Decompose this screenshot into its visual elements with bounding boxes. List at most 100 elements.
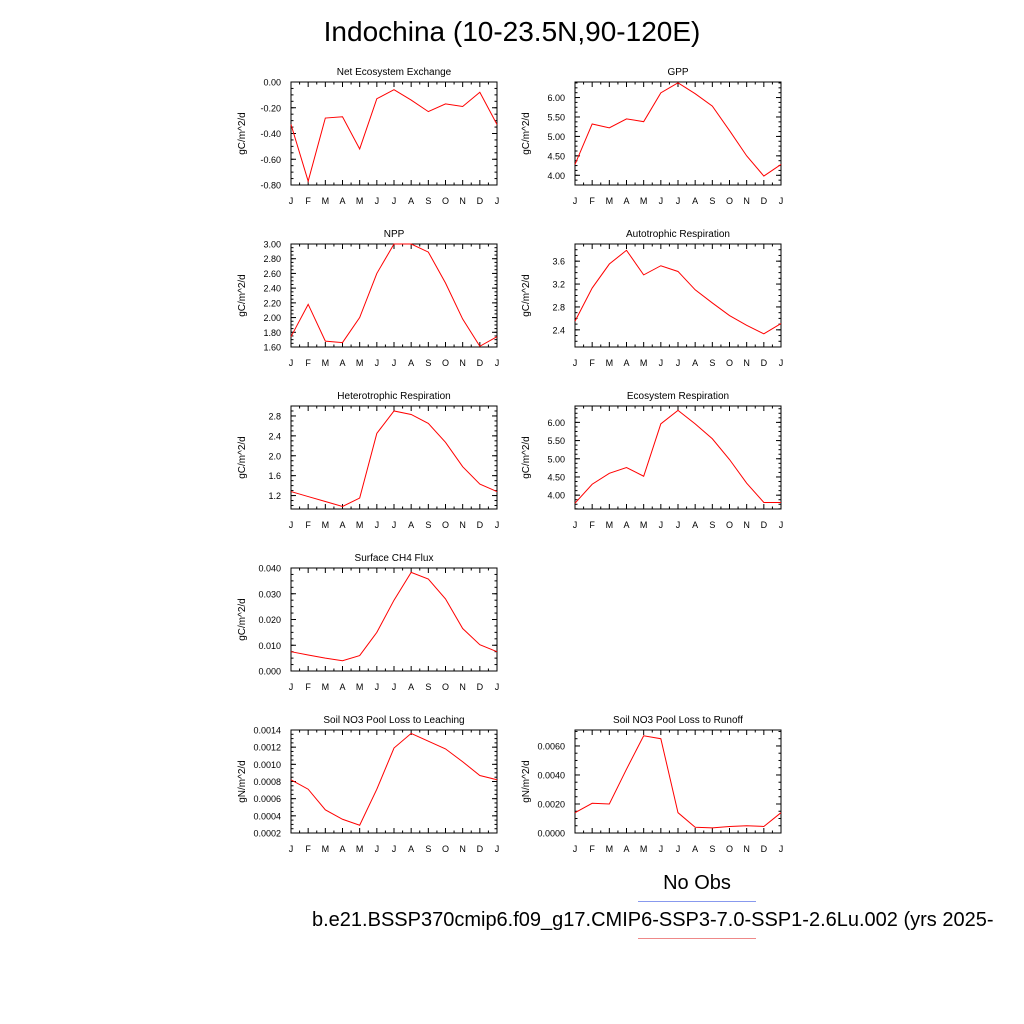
y-axis-label: gC/m^2/d — [237, 112, 248, 155]
x-tick-label: M — [356, 196, 364, 206]
y-axis-label: gC/m^2/d — [521, 274, 532, 317]
y-tick-label: 0.0014 — [253, 726, 281, 736]
x-tick-label: A — [408, 520, 414, 530]
chart-title: Soil NO3 Pool Loss to Runoff — [613, 715, 743, 726]
x-tick-label: D — [477, 682, 484, 692]
y-tick-label: 1.60 — [263, 343, 281, 353]
x-tick-label: J — [289, 844, 294, 854]
x-tick-label: J — [779, 358, 784, 368]
y-tick-label: 5.50 — [547, 436, 565, 446]
chart-title: Surface CH4 Flux — [355, 553, 434, 564]
x-tick-label: N — [459, 682, 466, 692]
x-tick-label: J — [495, 520, 500, 530]
series-line — [290, 571, 498, 662]
x-tick-label: S — [709, 520, 715, 530]
x-tick-label: M — [606, 520, 614, 530]
y-tick-label: 0.030 — [258, 589, 281, 599]
plot-frame — [574, 729, 782, 834]
page-title: Indochina (10-23.5N,90-120E) — [323, 16, 701, 47]
x-tick-label: J — [659, 358, 664, 368]
x-tick-label: M — [606, 358, 614, 368]
y-tick-label: 4.50 — [547, 151, 565, 161]
x-tick-label: M — [356, 520, 364, 530]
plot-frame — [290, 729, 498, 834]
y-tick-label: 0.020 — [258, 615, 281, 625]
y-axis-label: gN/m^2/d — [521, 760, 532, 803]
x-tick-label: O — [442, 196, 449, 206]
x-tick-label: F — [305, 196, 311, 206]
x-tick-label: J — [375, 844, 380, 854]
x-tick-label: J — [573, 196, 578, 206]
chart-panel: Soil NO3 Pool Loss to Leaching gN/m^2/d J F… — [237, 715, 499, 854]
series-line — [290, 243, 498, 347]
y-axis-label: gC/m^2/d — [521, 436, 532, 479]
x-tick-label: F — [305, 844, 311, 854]
x-tick-label: N — [743, 358, 750, 368]
x-tick-label: J — [779, 520, 784, 530]
series-line — [290, 732, 498, 826]
x-tick-label: O — [442, 520, 449, 530]
x-tick-label: N — [459, 844, 466, 854]
legend-model-line — [638, 938, 756, 939]
y-tick-label: 5.00 — [547, 132, 565, 142]
x-tick-label: F — [589, 196, 595, 206]
y-tick-label: 4.00 — [547, 171, 565, 181]
y-tick-label: 0.0004 — [253, 811, 281, 821]
chart-title: NPP — [384, 229, 405, 240]
x-tick-label: F — [589, 520, 595, 530]
y-axis-label: gC/m^2/d — [521, 112, 532, 155]
x-tick-label: M — [640, 196, 648, 206]
x-tick-label: N — [459, 520, 466, 530]
plot-frame — [574, 243, 782, 348]
plot-frame — [290, 405, 498, 510]
x-tick-label: M — [356, 358, 364, 368]
x-tick-label: F — [589, 844, 595, 854]
x-tick-label: J — [676, 358, 681, 368]
x-tick-label: S — [709, 844, 715, 854]
x-tick-label: S — [709, 196, 715, 206]
x-tick-label: O — [726, 196, 733, 206]
x-tick-label: J — [659, 520, 664, 530]
y-tick-label: 4.50 — [547, 472, 565, 482]
x-tick-label: A — [408, 682, 414, 692]
x-tick-label: J — [375, 358, 380, 368]
x-tick-label: M — [640, 358, 648, 368]
x-tick-label: F — [589, 358, 595, 368]
x-tick-label: M — [640, 844, 648, 854]
x-tick-label: M — [322, 358, 330, 368]
y-tick-label: 1.80 — [263, 328, 281, 338]
x-tick-label: N — [459, 358, 466, 368]
x-tick-label: S — [709, 358, 715, 368]
x-tick-label: M — [322, 520, 330, 530]
x-tick-label: M — [356, 844, 364, 854]
y-tick-label: 0.0002 — [253, 829, 281, 839]
x-tick-label: F — [305, 682, 311, 692]
x-tick-label: J — [392, 358, 397, 368]
x-tick-label: J — [495, 844, 500, 854]
x-tick-label: J — [289, 358, 294, 368]
x-tick-label: M — [640, 520, 648, 530]
x-tick-label: A — [339, 844, 345, 854]
x-tick-label: D — [477, 520, 484, 530]
y-tick-label: 0.000 — [258, 667, 281, 677]
chart-title: Heterotrophic Respiration — [337, 391, 450, 402]
x-tick-label: J — [495, 358, 500, 368]
y-tick-label: 0.00 — [263, 78, 281, 88]
x-tick-label: J — [375, 682, 380, 692]
y-tick-label: 3.2 — [552, 280, 565, 290]
x-tick-label: S — [425, 358, 431, 368]
x-tick-label: N — [743, 196, 750, 206]
y-tick-label: -0.40 — [260, 129, 281, 139]
x-tick-label: J — [375, 196, 380, 206]
x-tick-label: J — [495, 682, 500, 692]
chart-title: Autotrophic Respiration — [626, 229, 730, 240]
x-tick-label: J — [289, 682, 294, 692]
x-tick-label: M — [606, 844, 614, 854]
x-tick-label: O — [726, 358, 733, 368]
